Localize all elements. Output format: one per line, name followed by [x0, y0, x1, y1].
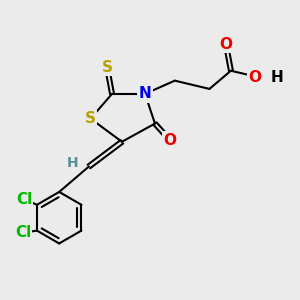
Text: O: O [163, 133, 176, 148]
Text: O: O [220, 37, 232, 52]
Text: Cl: Cl [15, 225, 31, 240]
Text: H: H [271, 70, 283, 85]
Text: N: N [139, 86, 152, 101]
Text: H: H [67, 155, 78, 170]
Text: S: S [102, 60, 112, 75]
Text: Cl: Cl [16, 192, 32, 207]
Text: S: S [85, 111, 96, 126]
Text: O: O [248, 70, 262, 85]
